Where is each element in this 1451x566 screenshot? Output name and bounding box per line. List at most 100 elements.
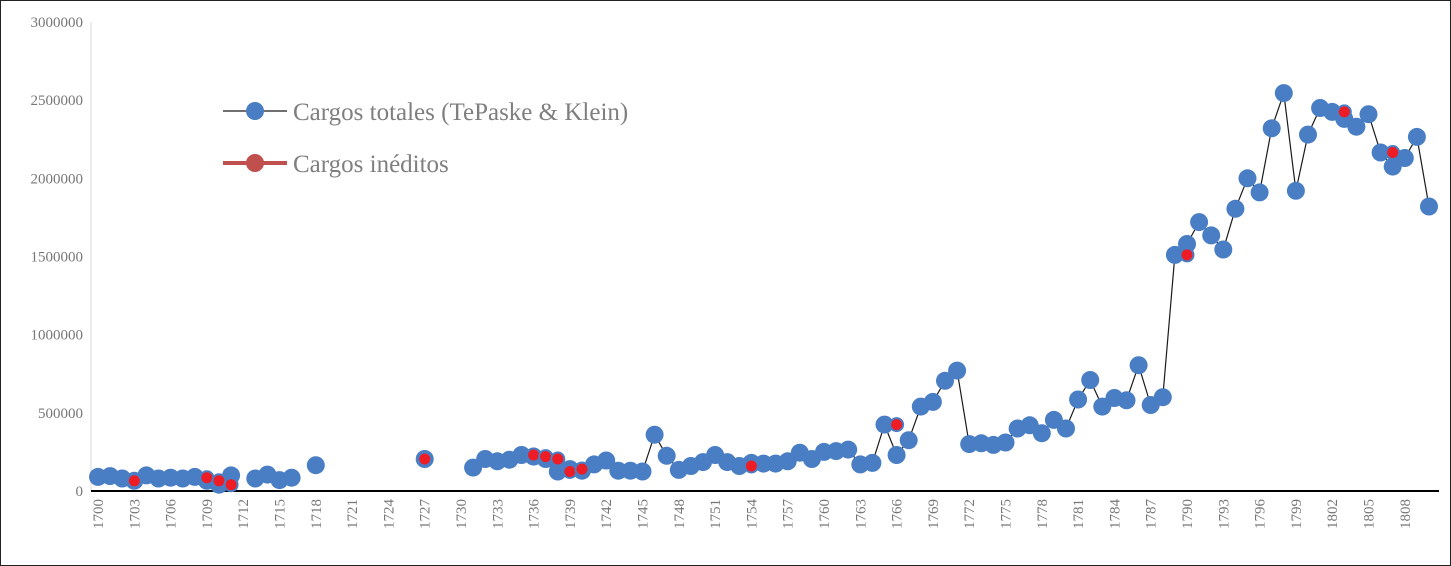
legend-highlight-label: Cargos inéditos [293,151,449,178]
data-point [1347,117,1366,136]
data-point [1032,424,1051,443]
data-point [1274,84,1293,103]
y-tick-label: 0 [76,484,84,500]
x-axis: 1700 1703 1706 1709 1712 1715 1718 1721 1724 1727… [91,490,1439,530]
data-point [1286,181,1305,200]
x-tick-label: 1754 [744,499,760,530]
data-point [1153,388,1172,407]
data-point [1057,419,1075,438]
data-point [875,415,894,434]
data-point [633,462,652,481]
x-tick-label: 1787 [1144,499,1160,530]
data-point [936,371,954,390]
data-point [1165,245,1184,264]
data-point [839,440,858,459]
x-tick-label: 1796 [1253,499,1269,530]
highlight-point [1336,104,1352,120]
data-point [1359,105,1378,124]
data-point [1069,390,1088,409]
series-line-segment [472,92,1430,473]
highlight-point [126,473,142,489]
highlight-point [223,477,239,493]
data-point [1190,213,1209,232]
data-point [1214,240,1233,259]
x-tick-label: 1730 [454,499,470,529]
highlight-point [1385,145,1401,160]
x-tick-label: 1781 [1071,499,1087,529]
data-point [1250,183,1269,202]
x-tick-label: 1703 [127,499,143,529]
data-point [948,361,967,380]
data-point [1117,391,1136,410]
x-tick-label: 1799 [1289,499,1305,529]
x-tick-label: 1718 [309,499,325,529]
highlight-point [1179,247,1195,263]
y-tick-label: 1500000 [31,250,84,266]
highlight-point [562,464,578,479]
x-tick-label: 1709 [200,499,216,529]
highlight-point [211,473,227,489]
data-point [887,446,906,464]
x-tick-label: 1715 [273,499,289,529]
x-tick-label: 1733 [490,499,506,529]
x-tick-label: 1763 [853,499,869,529]
x-tick-label: 1757 [781,499,797,530]
legend-main-label: Cargos totales (TePaske & Klein) [293,99,628,126]
x-tick-label: 1736 [527,499,543,530]
data-point [1299,125,1317,144]
y-tick-label: 1000000 [31,328,84,344]
x-tick-label: 1766 [890,499,906,530]
x-tick-label: 1790 [1180,499,1196,529]
data-point [899,431,918,450]
x-tick-label: 1724 [381,499,397,530]
y-tick-label: 3000000 [31,15,84,31]
main-points-layer [89,84,1438,494]
data-point [996,433,1015,452]
x-tick-label: 1778 [1035,499,1051,529]
data-point [863,453,882,472]
x-tick-label: 1775 [999,499,1015,529]
highlight-points-layer [126,104,1401,493]
data-point [1420,197,1438,216]
y-axis: 0 500000 1000000 1500000 2000000 2500000 30000… [31,15,92,500]
highlight-point [889,417,905,433]
data-point [1081,371,1100,389]
data-point [282,468,301,487]
x-tick-label: 1760 [817,499,833,529]
data-point [1226,199,1245,218]
highlight-point [538,449,554,465]
x-tick-label: 1784 [1107,499,1123,530]
data-point [657,446,676,465]
data-point [1238,169,1257,188]
y-tick-label: 2500000 [31,93,84,109]
x-tick-label: 1772 [962,499,978,529]
data-point [1202,226,1221,245]
data-point [1371,143,1390,162]
data-point [597,451,616,470]
data-point [1129,356,1148,375]
x-tick-label: 1808 [1398,499,1414,529]
highlight-point [574,461,590,477]
data-point [923,392,942,411]
legend: Cargos totales (TePaske & Klein) Cargos … [223,99,628,178]
x-tick-label: 1745 [636,499,652,529]
x-tick-label: 1769 [926,499,942,529]
data-point [1395,149,1414,167]
y-tick-label: 2000000 [31,171,84,187]
x-tick-label: 1742 [599,499,615,529]
x-tick-label: 1727 [418,499,434,530]
highlight-point [526,447,542,463]
data-point [645,425,664,444]
data-point [306,456,325,475]
x-tick-label: 1700 [91,499,107,529]
x-tick-label: 1751 [708,499,724,529]
data-point [1178,235,1196,253]
y-tick-label: 500000 [38,406,83,422]
x-tick-label: 1802 [1325,499,1341,529]
x-tick-label: 1739 [563,499,579,529]
x-tick-label: 1706 [164,499,180,530]
legend-highlight-marker [246,154,264,172]
highlight-point [199,470,215,486]
